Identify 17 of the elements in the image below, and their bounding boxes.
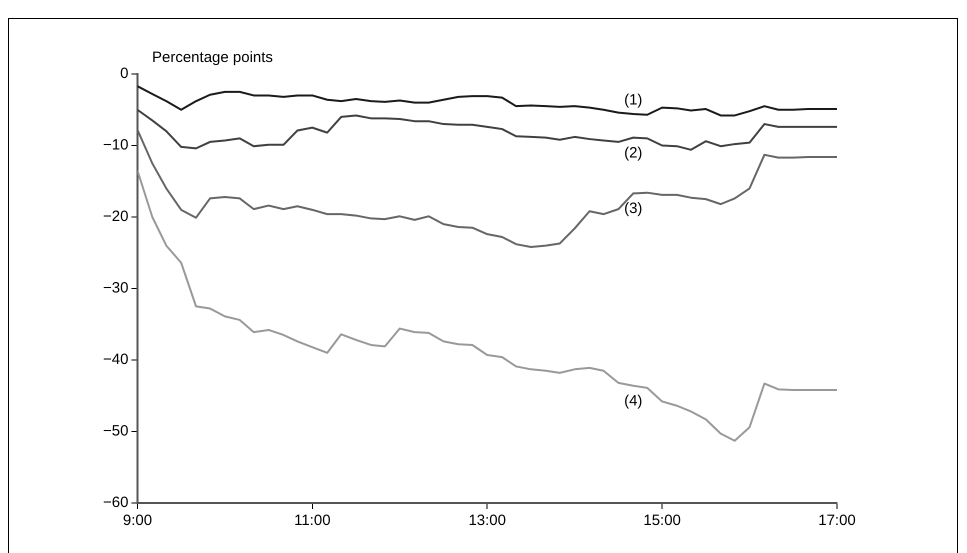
series-label: (1) xyxy=(624,92,642,109)
y-axis-title: Percentage points xyxy=(152,49,273,66)
y-tick-label: −60 xyxy=(102,494,128,512)
y-tick-label: −40 xyxy=(102,351,128,368)
x-tick-label: 13:00 xyxy=(468,512,506,530)
y-tick-label: −20 xyxy=(102,208,128,226)
series-label: (4) xyxy=(624,392,642,410)
y-tick-label: −30 xyxy=(102,280,128,297)
y-tick-label: 0 xyxy=(120,65,128,82)
y-tick-label: −50 xyxy=(102,422,128,440)
x-tick-label: 15:00 xyxy=(643,512,681,530)
x-tick-label: 11:00 xyxy=(294,512,331,530)
series-label: (3) xyxy=(624,200,642,218)
series-label: (2) xyxy=(624,144,642,162)
y-tick-label: −10 xyxy=(102,136,128,154)
x-tick-label: 17:00 xyxy=(818,512,856,530)
x-tick-label: 9:00 xyxy=(122,512,152,530)
